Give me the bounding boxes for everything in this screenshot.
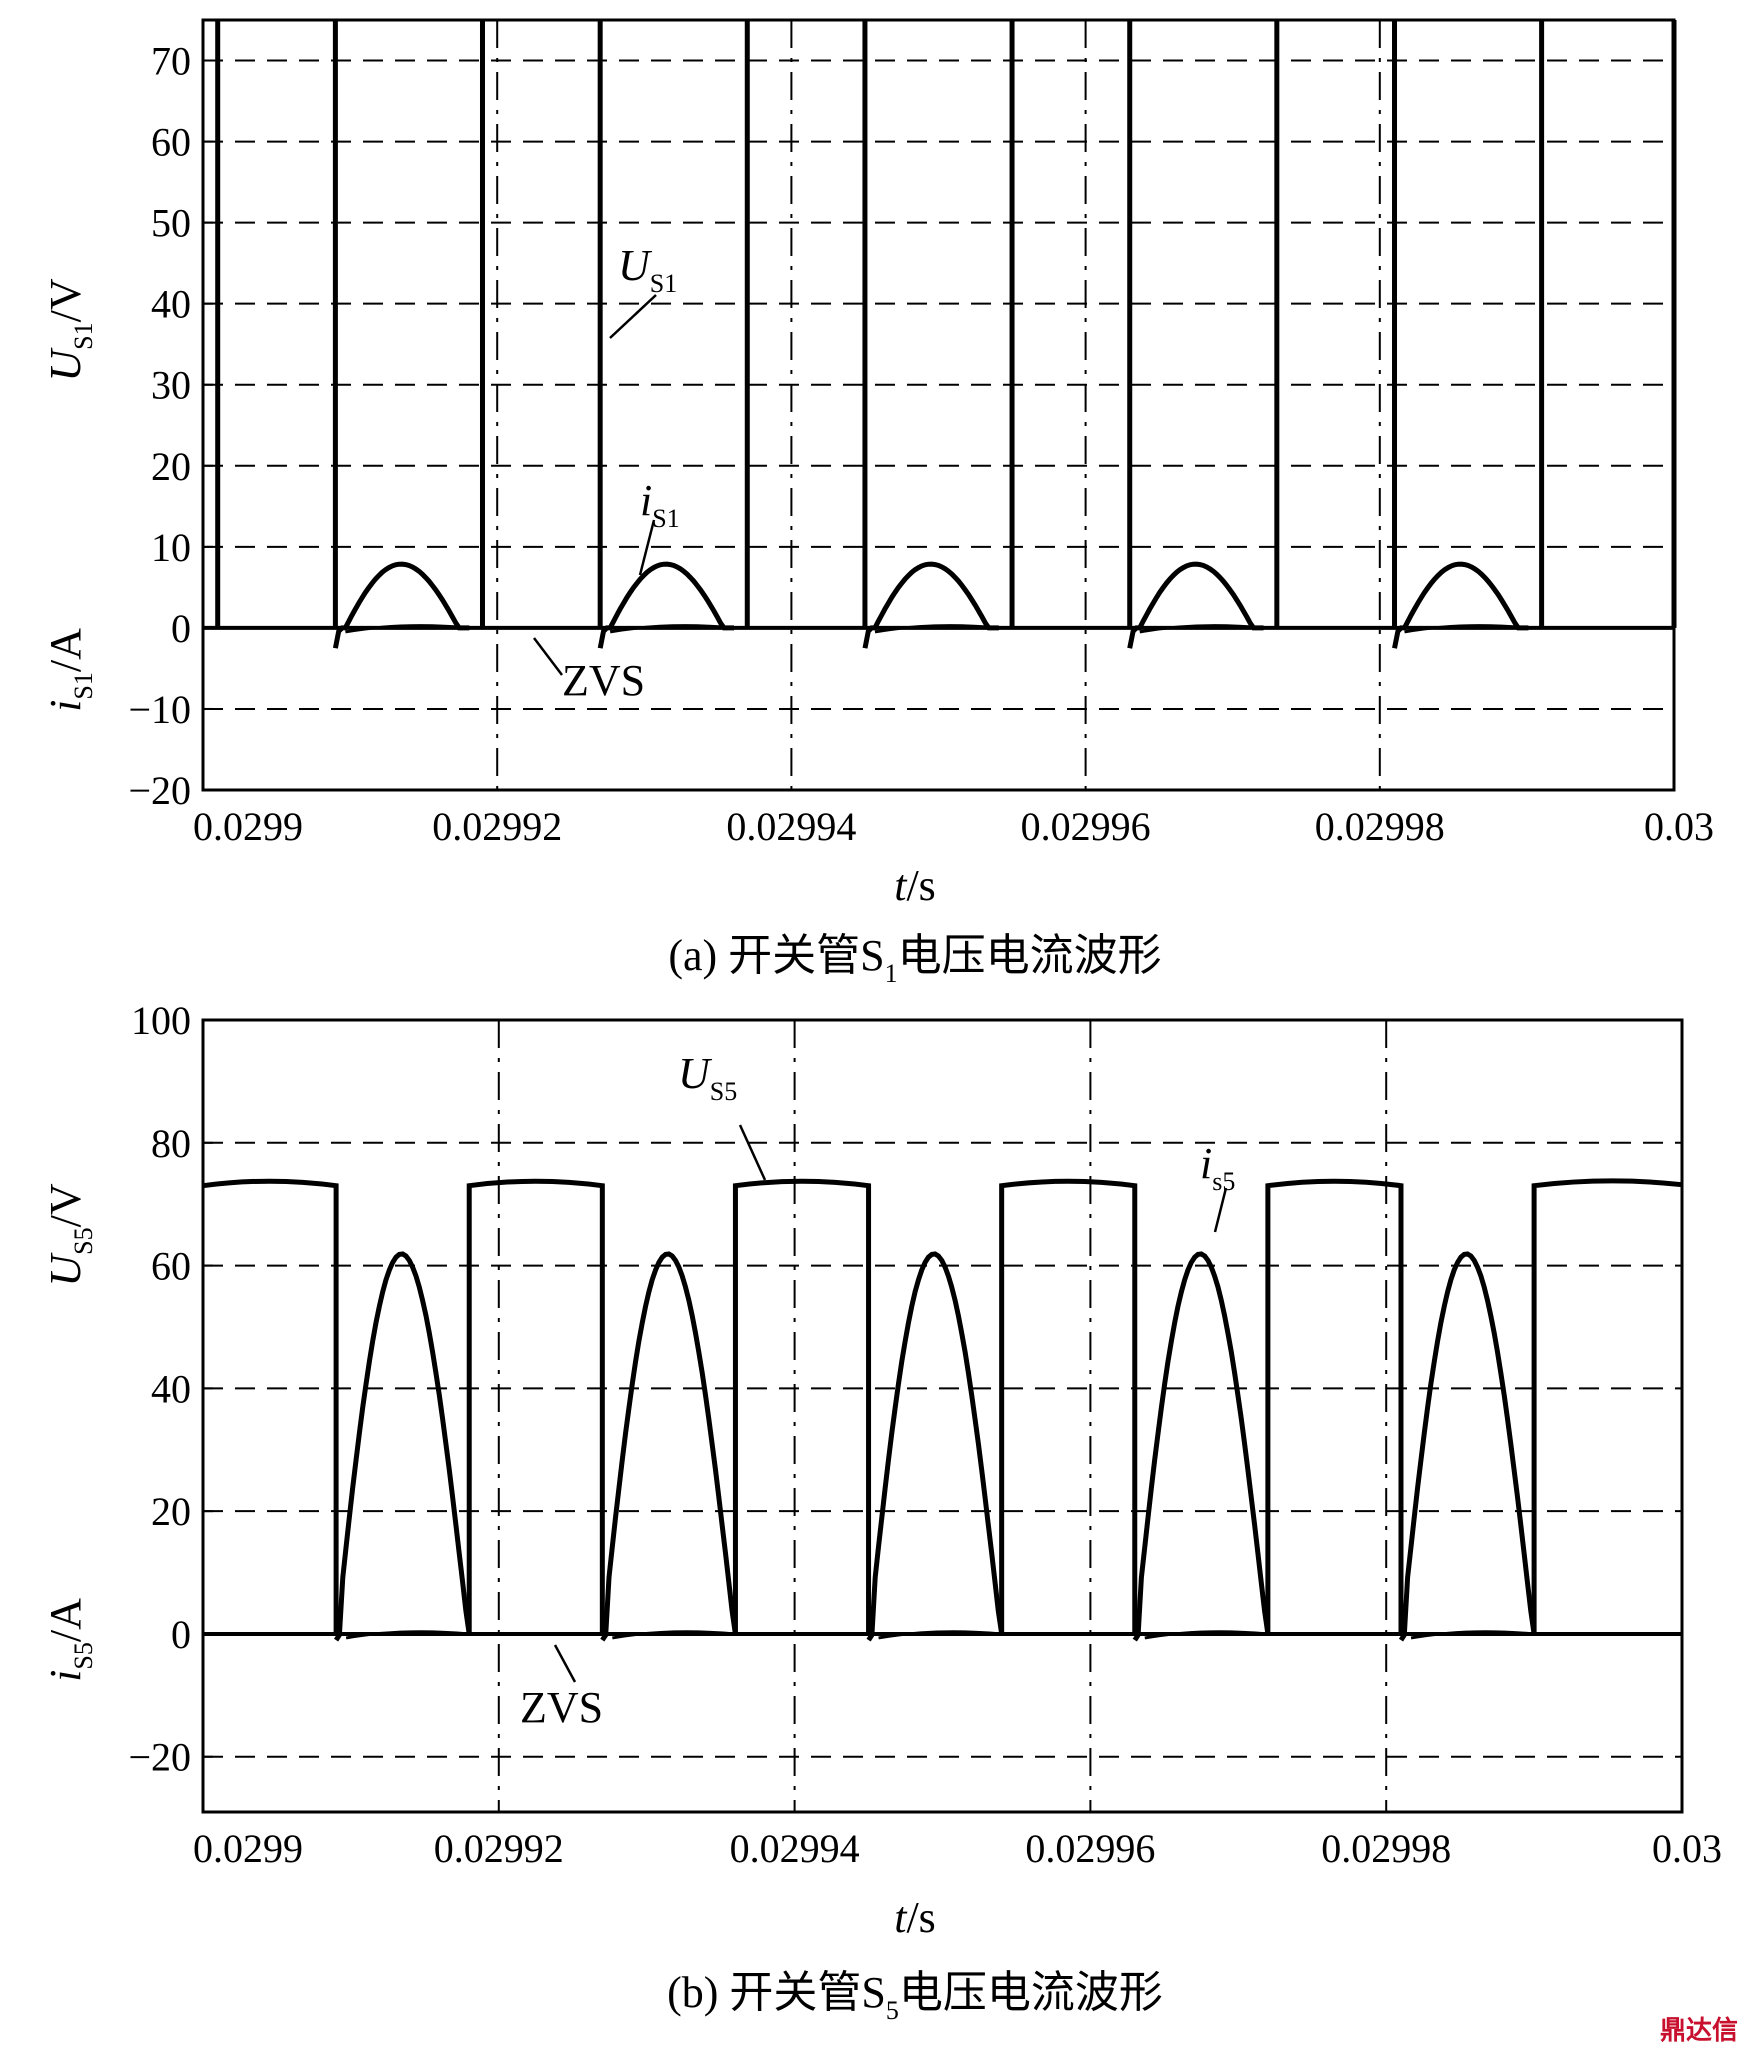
annotation-leader-3 bbox=[553, 1644, 577, 1683]
annotation-leader-1 bbox=[738, 1124, 767, 1181]
y-tick-label: −20 bbox=[128, 768, 191, 813]
y-tick-label: 20 bbox=[151, 444, 191, 489]
current-baseline-arc-2 bbox=[609, 624, 735, 634]
voltage-pulse-5 bbox=[1274, 20, 1398, 628]
x-ticks-a: 0.0299 0.02992 0.02994 0.02996 0.02998 0.03 bbox=[193, 804, 1714, 849]
x-tick-label: 0.0299 bbox=[193, 1826, 303, 1871]
grid-a bbox=[203, 20, 1674, 791]
y-axis-label-voltage-a: US1/V bbox=[41, 278, 98, 381]
x-tick-label: 0.02994 bbox=[726, 804, 856, 849]
y-axis-label-current-b: iS5/A bbox=[41, 1598, 98, 1682]
y-tick-label: 60 bbox=[151, 1244, 191, 1289]
y-axis-label-voltage-b: US5/V bbox=[41, 1183, 98, 1286]
y-tick-label: 80 bbox=[151, 1121, 191, 1166]
x-tick-label: 0.0299 bbox=[193, 804, 303, 849]
annotation-leader-3 bbox=[533, 637, 563, 676]
plot-frame-a bbox=[201, 18, 1676, 792]
current-baseline-arc-5 bbox=[1404, 624, 1529, 634]
y-tick-label: 40 bbox=[151, 282, 191, 327]
x-tick-label: 0.02996 bbox=[1021, 804, 1151, 849]
voltage-pulse-6 bbox=[1539, 20, 1677, 628]
waveforms-b bbox=[202, 1178, 1683, 1642]
annotation-voltage-a: US1 bbox=[618, 241, 677, 298]
current-baseline-arc-3 bbox=[874, 624, 999, 634]
waveforms-a bbox=[203, 20, 1677, 649]
voltage-pulse-1 bbox=[202, 1178, 339, 1634]
y-tick-label: 0 bbox=[171, 1612, 191, 1657]
annotation-current-a: iS1 bbox=[640, 476, 680, 533]
x-tick-label: 0.02994 bbox=[730, 1826, 860, 1871]
current-pulse-4 bbox=[1132, 1251, 1271, 1642]
caption-a: (a) 开关管S1电压电流波形 bbox=[668, 931, 1161, 988]
current-pulse-3 bbox=[862, 561, 999, 649]
x-axis-label-b: t/s bbox=[894, 1893, 936, 1942]
voltage-pulse-4 bbox=[999, 1178, 1138, 1634]
x-tick-label: 0.02992 bbox=[434, 1826, 564, 1871]
y-tick-label: −20 bbox=[128, 1735, 191, 1780]
voltage-pulse-2 bbox=[479, 20, 603, 628]
x-tick-label: 0.03 bbox=[1652, 1826, 1722, 1871]
annotation-leader-2 bbox=[1213, 1187, 1228, 1233]
voltage-pulse-4 bbox=[1009, 20, 1133, 628]
y-tick-label: −10 bbox=[128, 687, 191, 732]
x-ticks-b: 0.0299 0.02992 0.02994 0.02996 0.02998 0.03 bbox=[193, 1826, 1722, 1871]
x-tick-label: 0.03 bbox=[1644, 804, 1714, 849]
current-baseline-arc-4 bbox=[1139, 624, 1264, 634]
current-baseline-arc-4 bbox=[1144, 1630, 1269, 1640]
current-pulse-2 bbox=[597, 561, 734, 649]
publisher-watermark: 鼎达信 bbox=[1659, 2016, 1738, 2046]
annotation-leaders-b bbox=[553, 1124, 1228, 1683]
voltage-pulse-5 bbox=[1265, 1178, 1404, 1634]
y-tick-label: 50 bbox=[151, 201, 191, 246]
annotation-zvs-b: ZVS bbox=[520, 1683, 603, 1732]
y-tick-label: 10 bbox=[151, 525, 191, 570]
annotation-leader-1 bbox=[609, 294, 657, 339]
y-tick-label: 0 bbox=[171, 606, 191, 651]
current-pulse-1 bbox=[332, 561, 470, 649]
voltage-pulse-3 bbox=[732, 1178, 872, 1634]
x-axis-label-a: t/s bbox=[894, 861, 936, 910]
y-tick-label: 30 bbox=[151, 363, 191, 408]
current-pulse-2 bbox=[600, 1251, 738, 1642]
x-tick-label: 0.02992 bbox=[432, 804, 562, 849]
y-axis-label-current-a: iS1/A bbox=[41, 628, 98, 712]
current-pulse-3 bbox=[866, 1251, 1005, 1642]
y-ticks-a: −20 −10 0 10 20 30 40 50 60 70 bbox=[128, 39, 213, 813]
x-tick-label: 0.02998 bbox=[1315, 804, 1445, 849]
grid-b bbox=[203, 1019, 1682, 1812]
annotation-leader-2 bbox=[638, 519, 656, 576]
caption-b: (b) 开关管S5电压电流波形 bbox=[667, 1968, 1163, 2025]
current-baseline-arc-3 bbox=[878, 1630, 1002, 1640]
x-tick-label: 0.02998 bbox=[1321, 1826, 1451, 1871]
y-ticks-b: −20 0 20 40 60 80 100 bbox=[128, 998, 213, 1780]
voltage-pulse-6 bbox=[1531, 1178, 1683, 1634]
current-baseline-arc-1 bbox=[345, 1630, 470, 1640]
current-baseline-arc-5 bbox=[1410, 1630, 1535, 1640]
y-tick-label: 70 bbox=[151, 39, 191, 84]
voltage-pulse-3 bbox=[744, 20, 868, 628]
plot-frame-b bbox=[201, 1018, 1684, 1814]
voltage-pulse-2 bbox=[466, 1178, 605, 1634]
voltage-pulse-1 bbox=[215, 20, 338, 628]
current-pulse-5 bbox=[1392, 561, 1529, 649]
x-tick-label: 0.02996 bbox=[1025, 1826, 1155, 1871]
y-tick-label: 100 bbox=[131, 998, 191, 1043]
annotation-leaders-a bbox=[533, 294, 657, 676]
y-tick-label: 60 bbox=[151, 120, 191, 165]
current-baseline-arc-2 bbox=[612, 1630, 736, 1640]
y-tick-label: 20 bbox=[151, 1489, 191, 1534]
annotation-zvs-a: ZVS bbox=[562, 656, 645, 705]
current-baseline-arc-1 bbox=[345, 624, 470, 634]
y-tick-label: 40 bbox=[151, 1366, 191, 1411]
annotation-voltage-b: US5 bbox=[678, 1049, 737, 1106]
annotation-current-b: is5 bbox=[1200, 1139, 1235, 1196]
current-pulse-5 bbox=[1398, 1251, 1537, 1642]
current-pulse-4 bbox=[1127, 561, 1264, 649]
current-pulse-1 bbox=[334, 1251, 472, 1642]
